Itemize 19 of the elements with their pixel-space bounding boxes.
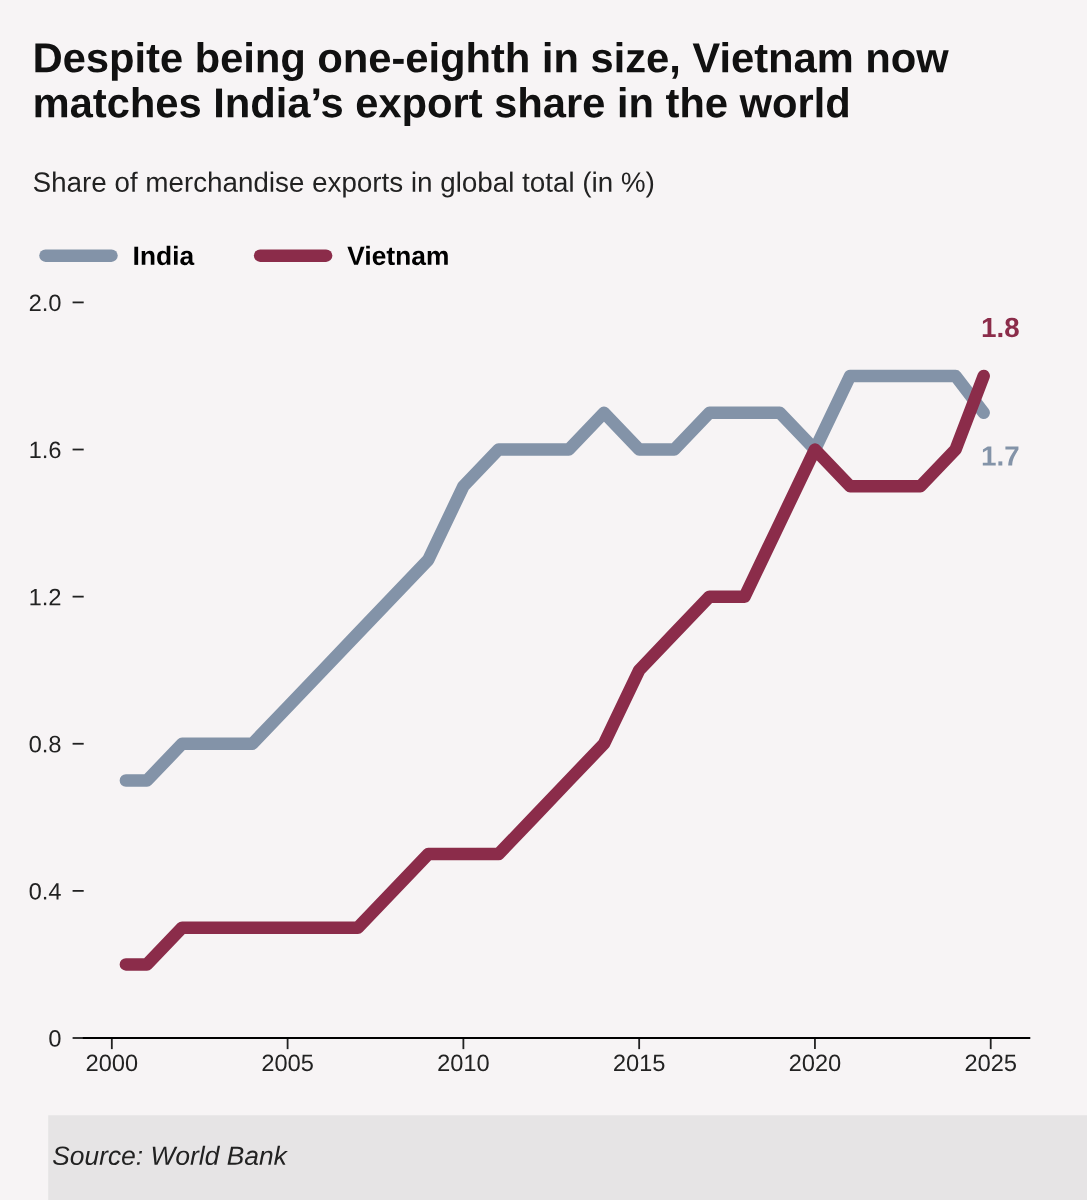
annotation: 1.8 [982,317,1019,338]
x-tick-label: 2010 [438,1054,489,1072]
source-note: Source: World Bank [52,1145,288,1166]
x-tick-label: 2020 [789,1054,841,1072]
x-tick-label: 2015 [614,1054,665,1072]
y-tick-label: 0.8 [29,735,61,753]
chart-title: Despite being one-eighth in size, Vietnam now matches India’s export share in the world [35,42,949,126]
legend-label: India [134,245,195,266]
y-tick-label: 1.6 [30,441,61,459]
x-tick-label: 2000 [86,1054,138,1072]
legend-label: Vietnam [347,245,448,266]
y-tick-label: 1.2 [30,588,61,606]
y-tick-label: 0.4 [29,882,61,900]
y-tick-label: 0 [49,1030,61,1047]
y-tick-label: 2.0 [29,294,61,312]
annotation: 1.7 [982,446,1019,466]
x-tick-label: 2025 [965,1054,1016,1072]
chart-subtitle: Share of merchandise exports in global total (in %) [33,171,654,198]
x-tick-label: 2005 [262,1054,313,1072]
